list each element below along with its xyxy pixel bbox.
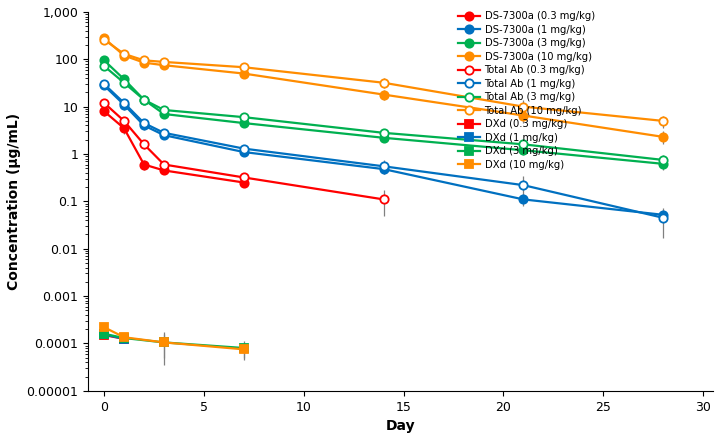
Legend: DS-7300a (0.3 mg/kg), DS-7300a (1 mg/kg), DS-7300a (3 mg/kg), DS-7300a (10 mg/kg: DS-7300a (0.3 mg/kg), DS-7300a (1 mg/kg)… bbox=[456, 9, 597, 172]
X-axis label: Day: Day bbox=[386, 419, 415, 433]
Y-axis label: Concentration (μg/mL): Concentration (μg/mL) bbox=[7, 113, 21, 290]
